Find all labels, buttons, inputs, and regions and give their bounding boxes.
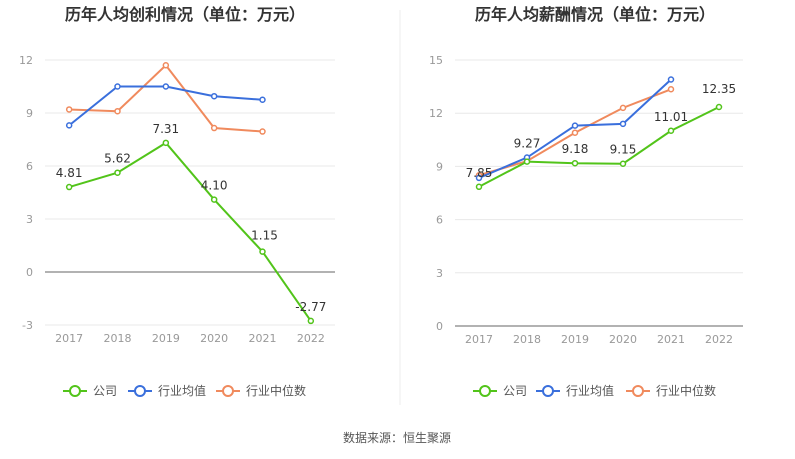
data-point: [715, 103, 723, 111]
x-tick-label: 2022: [297, 332, 325, 345]
data-label: 4.10: [201, 179, 228, 193]
legend-label: 行业中位数: [656, 383, 716, 398]
data-point: [65, 106, 73, 113]
x-tick-label: 2022: [705, 333, 733, 346]
chart-panel-1: 历年人均创利情况（单位：万元） -3 0 3 6 9 12 2017 2018 2019 2020 2…: [19, 5, 335, 398]
x-tick-label: 2021: [657, 333, 685, 346]
data-label: 9.27: [514, 137, 541, 151]
data-label: 9.18: [562, 142, 589, 156]
data-point: [475, 174, 483, 182]
y-tick-label: 0: [26, 266, 33, 279]
legend-label: 行业均值: [566, 383, 614, 398]
x-tick-label: 2018: [513, 333, 541, 346]
series-line: [68, 141, 312, 322]
data-label: 5.62: [104, 152, 131, 166]
data-point: [619, 104, 627, 112]
legend-marker: [134, 385, 146, 397]
y-tick-label: -3: [22, 319, 33, 332]
data-point: [210, 196, 218, 203]
data-source: 数据来源：恒生聚源: [343, 430, 451, 445]
data-label: -2.77: [295, 300, 326, 314]
data-point: [162, 62, 170, 69]
series-line: [478, 106, 720, 188]
data-point: [259, 248, 266, 255]
x-tick-label: 2017: [55, 332, 83, 345]
chart-title: 历年人均薪酬情况（单位：万元）: [475, 5, 715, 24]
legend-label: 公司: [93, 384, 117, 398]
legend-marker: [222, 385, 234, 397]
legend-marker: [69, 385, 81, 397]
chart-panel-2: 历年人均薪酬情况（单位：万元） 0 3 6 9 12 15 2017 2018 2019 2020 2…: [429, 5, 743, 398]
legend-label: 行业中位数: [246, 383, 306, 398]
legend-marker: [632, 385, 644, 397]
data-point: [523, 158, 531, 165]
x-tick-label: 2017: [465, 333, 493, 346]
legend-label: 行业均值: [158, 383, 206, 398]
data-point: [210, 92, 218, 100]
data-point: [114, 107, 121, 115]
x-tick-label: 2018: [104, 332, 132, 345]
y-tick-label: 12: [19, 54, 33, 67]
data-point: [65, 183, 73, 191]
chart-title: 历年人均创利情况（单位：万元）: [65, 5, 305, 24]
data-point: [114, 169, 121, 176]
data-label: 11.01: [654, 110, 688, 124]
y-tick-label: 0: [436, 320, 443, 333]
y-tick-label: 9: [436, 160, 443, 173]
data-label: 9.15: [610, 143, 637, 157]
data-point: [210, 124, 218, 132]
data-point: [619, 120, 627, 128]
x-tick-label: 2019: [152, 332, 180, 345]
y-tick-label: 12: [429, 107, 443, 120]
data-point: [259, 96, 266, 103]
data-point: [114, 83, 121, 90]
data-point: [619, 160, 627, 167]
legend-marker: [479, 385, 491, 397]
data-point: [667, 76, 675, 83]
data-point: [667, 86, 675, 93]
y-tick-label: 9: [26, 107, 33, 120]
data-label: 4.81: [56, 166, 83, 180]
data-point: [571, 129, 579, 136]
data-label: 7.31: [152, 122, 179, 136]
data-point: [307, 317, 315, 325]
data-point: [571, 159, 579, 167]
data-point: [259, 128, 266, 135]
data-point: [65, 122, 73, 129]
y-tick-label: 6: [436, 214, 443, 227]
data-point: [571, 122, 579, 129]
x-tick-label: 2020: [609, 333, 637, 346]
y-tick-label: 6: [26, 160, 33, 173]
data-point: [162, 83, 170, 90]
data-label: 7.85: [466, 166, 493, 180]
x-tick-label: 2020: [200, 332, 228, 345]
y-tick-label: 15: [429, 54, 443, 67]
data-label: 1.15: [251, 229, 278, 243]
series-line: [68, 85, 263, 127]
data-point: [162, 139, 170, 147]
data-label: 12.35: [702, 82, 736, 96]
x-tick-label: 2019: [561, 333, 589, 346]
data-point: [667, 127, 675, 135]
y-tick-label: 3: [436, 267, 443, 280]
x-tick-label: 2021: [249, 332, 277, 345]
y-tick-label: 3: [26, 213, 33, 226]
legend-marker: [542, 385, 554, 397]
data-point: [475, 183, 483, 191]
legend-label: 公司: [503, 384, 527, 398]
